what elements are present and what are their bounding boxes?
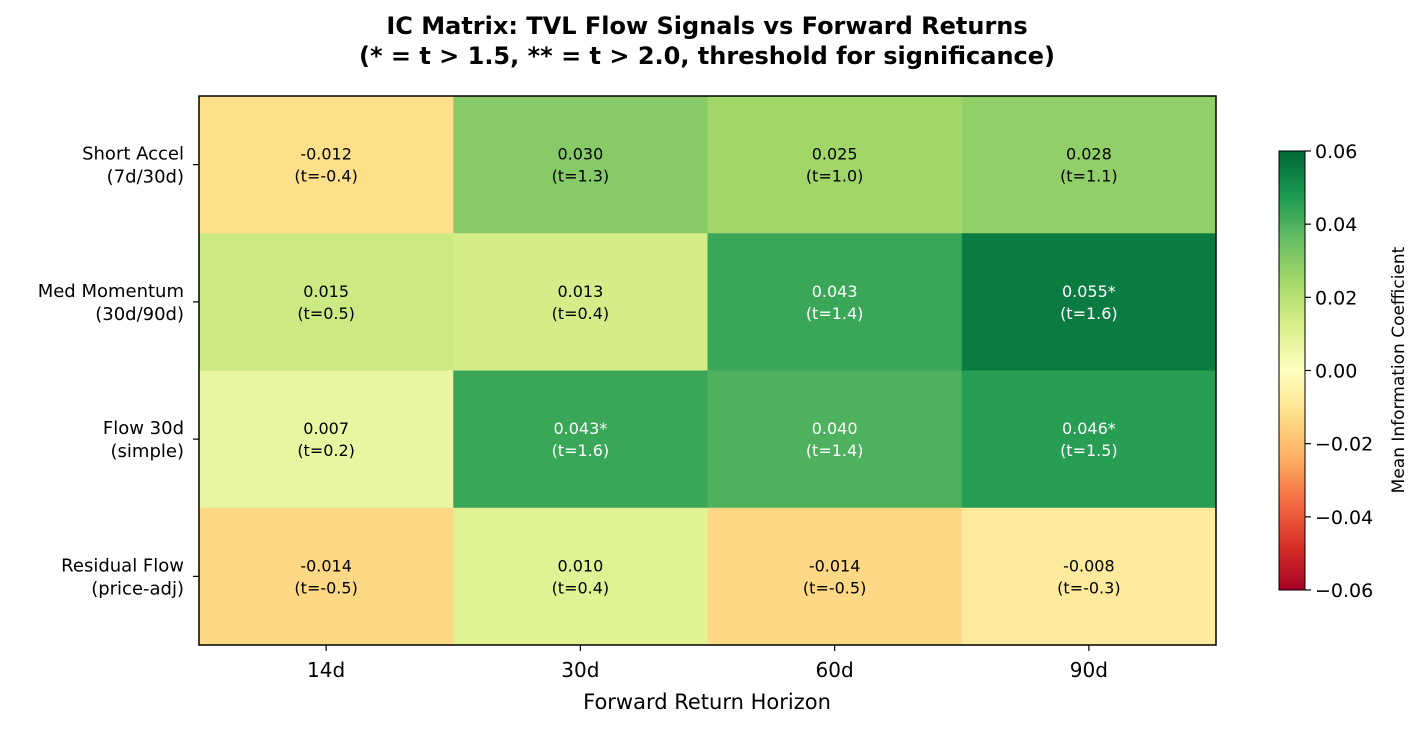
cell-tstat-label: (t=1.0) xyxy=(806,167,864,186)
cell-value-label: 0.043* xyxy=(553,419,607,438)
cell-tstat-label: (t=0.5) xyxy=(297,304,355,323)
cell-value-label: 0.040 xyxy=(812,419,858,438)
cell-tstat-label: (t=1.3) xyxy=(552,167,610,186)
plot-frame xyxy=(198,95,1217,646)
colorbar-tick-label: 0.04 xyxy=(1315,214,1357,236)
heatmap-cell xyxy=(453,370,708,509)
x-axis: 14d 30d 60d 90d xyxy=(307,645,1108,682)
cell-value-label: -0.014 xyxy=(300,556,352,575)
cell-value-label: -0.008 xyxy=(1063,556,1115,575)
cell-tstat-label: (t=1.1) xyxy=(1060,167,1118,186)
y-tick-label: Residual Flow xyxy=(61,555,184,576)
cell-value-label: 0.046* xyxy=(1062,419,1116,438)
heatmap-cell xyxy=(453,233,708,371)
cell-value-label: 0.043 xyxy=(812,282,858,301)
cell-value-label: -0.012 xyxy=(300,145,352,164)
colorbar-label: Mean Information Coefficient xyxy=(1389,246,1409,493)
colorbar-ticks: 0.06 0.04 0.02 0.00 −0.02 −0.04 −0.06 xyxy=(1305,141,1373,602)
heatmap-cell-labels: -0.012 (t=-0.4) 0.030 (t=1.3) 0.025 (t=1.0) 0.… xyxy=(294,145,1120,598)
colorbar-tick-label: −0.04 xyxy=(1315,507,1373,529)
y-tick-label: Flow 30d xyxy=(103,418,184,439)
cell-tstat-label: (t=1.5) xyxy=(1060,441,1118,460)
x-tick-label: 60d xyxy=(816,658,854,682)
heatmap-cell xyxy=(199,96,454,234)
heatmap-cell xyxy=(961,507,1217,646)
colorbar xyxy=(1278,150,1306,591)
cell-value-label: 0.028 xyxy=(1066,145,1112,164)
x-axis-label: Forward Return Horizon xyxy=(583,690,831,714)
colorbar-tick-label: −0.06 xyxy=(1315,580,1373,602)
cell-tstat-label: (t=0.4) xyxy=(552,578,610,597)
heatmap-cell xyxy=(707,370,963,509)
heatmap-cell xyxy=(707,96,963,234)
chart-title-line2: (* = t > 1.5, ** = t > 2.0, threshold fo… xyxy=(359,42,1055,70)
y-tick-sublabel: (simple) xyxy=(111,441,184,462)
heatmap-cell xyxy=(199,370,454,509)
heatmap-cell xyxy=(961,96,1217,234)
heatmap-cell xyxy=(961,233,1217,371)
heatmap-cell xyxy=(453,507,708,646)
cell-value-label: 0.015 xyxy=(303,282,349,301)
cell-tstat-label: (t=-0.5) xyxy=(803,578,866,597)
cell-value-label: 0.025 xyxy=(812,145,858,164)
heatmap-cell xyxy=(453,96,708,234)
y-tick-sublabel: (price-adj) xyxy=(91,578,184,599)
heatmap-cell xyxy=(707,507,963,646)
colorbar-tick-label: 0.02 xyxy=(1315,287,1357,309)
heatmap-cell xyxy=(961,370,1217,509)
cell-tstat-label: (t=1.4) xyxy=(806,304,864,323)
cell-tstat-label: (t=-0.4) xyxy=(294,167,357,186)
cell-value-label: 0.010 xyxy=(557,556,603,575)
x-tick-label: 90d xyxy=(1070,658,1108,682)
cell-value-label: 0.030 xyxy=(557,145,603,164)
cell-value-label: -0.014 xyxy=(809,556,861,575)
cell-tstat-label: (t=-0.5) xyxy=(294,578,357,597)
cell-value-label: 0.013 xyxy=(557,282,603,301)
x-tick-label: 14d xyxy=(307,658,345,682)
x-tick-label: 30d xyxy=(561,658,599,682)
y-tick-label: Short Accel xyxy=(82,144,184,165)
heatmap-cell xyxy=(707,233,963,371)
y-axis: Short Accel(7d/30d) Med Momentum(30d/90d)… xyxy=(38,144,199,599)
colorbar-tick-label: 0.06 xyxy=(1315,141,1357,163)
heatmap-cells xyxy=(199,96,1217,646)
heatmap-cell xyxy=(199,507,454,646)
cell-tstat-label: (t=1.4) xyxy=(806,441,864,460)
cell-value-label: 0.007 xyxy=(303,419,349,438)
heatmap-cell xyxy=(199,233,454,371)
colorbar-tick-label: 0.00 xyxy=(1315,361,1357,383)
colorbar-tick-label: −0.02 xyxy=(1315,434,1373,456)
y-tick-sublabel: (7d/30d) xyxy=(107,167,184,188)
cell-tstat-label: (t=1.6) xyxy=(1060,304,1118,323)
y-tick-label: Med Momentum xyxy=(38,281,184,302)
cell-tstat-label: (t=-0.3) xyxy=(1057,578,1120,597)
cell-tstat-label: (t=1.6) xyxy=(552,441,610,460)
cell-tstat-label: (t=0.4) xyxy=(552,304,610,323)
cell-tstat-label: (t=0.2) xyxy=(297,441,355,460)
chart-title-line1: IC Matrix: TVL Flow Signals vs Forward R… xyxy=(386,12,1027,40)
y-tick-sublabel: (30d/90d) xyxy=(95,304,184,325)
cell-value-label: 0.055* xyxy=(1062,282,1116,301)
